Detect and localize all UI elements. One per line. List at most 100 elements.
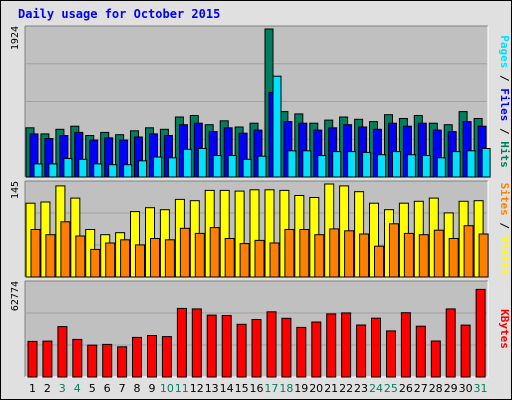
sites-bar [284, 229, 295, 278]
kbytes-bar [460, 324, 471, 378]
pages-bar [257, 155, 267, 178]
kbytes-bar [102, 343, 113, 378]
x-tick-label: 29 [444, 382, 458, 395]
sites-bar [150, 238, 160, 278]
kbytes-bar [117, 346, 128, 378]
sites-bar [254, 239, 265, 278]
pages-bar [481, 148, 491, 178]
sites-bar [344, 230, 355, 278]
kbytes-bar [296, 326, 307, 378]
kbytes-bar [430, 340, 441, 378]
sites-bar [314, 234, 325, 278]
x-tick-label: 2 [44, 382, 51, 395]
sites-bar [478, 233, 489, 278]
pages-bar [123, 164, 133, 178]
sites-bar [60, 221, 71, 278]
kbytes-bar [206, 314, 217, 378]
x-tick-label: 30 [459, 382, 473, 395]
hits-legend-part-1: / [498, 68, 511, 88]
kbytes-bar [445, 308, 456, 378]
x-tick-label: 16 [250, 382, 264, 395]
kbytes-bar [281, 317, 292, 378]
pages-bar [392, 151, 401, 178]
x-tick-label: 27 [414, 382, 428, 395]
sites-bar [448, 238, 459, 278]
pages-bar [108, 164, 118, 178]
kbytes-panel: 62774 KBytes [10, 280, 511, 378]
kbytes-bar [341, 312, 352, 378]
pages-bar [451, 151, 461, 178]
sites-bar [90, 248, 101, 278]
kbytes-ymax-label: 62774 [10, 281, 21, 311]
pages-bar [212, 155, 222, 178]
x-tick-label: 15 [235, 382, 249, 395]
x-tick-label: 11 [175, 382, 189, 395]
x-tick-label: 21 [324, 382, 338, 395]
x-tick-label: 13 [205, 382, 219, 395]
kbytes-bar [236, 323, 247, 378]
visits-side-legend: Sites / Visits [498, 183, 511, 276]
kbytes-bar [176, 307, 187, 378]
kbytes-bar [311, 321, 322, 378]
pages-bar [167, 157, 177, 178]
pages-bar [242, 158, 252, 178]
sites-bar [209, 227, 220, 278]
x-tick-label: 3 [59, 382, 66, 395]
x-tick-label: 20 [309, 382, 323, 395]
pages-bar [93, 163, 103, 178]
pages-bar [227, 155, 237, 178]
kbytes-bar [386, 330, 396, 378]
kbytes-bar [57, 326, 68, 378]
plot-layer: 1924 Pages / Files / Hits 14 5 Sites / Visit… [10, 25, 511, 395]
sites-bar [374, 245, 384, 278]
kbytes-bar [161, 336, 172, 378]
kbytes-bar [475, 288, 486, 378]
pages-bar [48, 163, 58, 178]
kbytes-bar [132, 336, 142, 378]
pages-bar [287, 150, 297, 178]
kbytes-bar [147, 335, 157, 378]
sites-bar [135, 244, 145, 278]
x-tick-label: 26 [399, 382, 413, 395]
kbytes-bar [42, 340, 53, 378]
x-tick-label: 18 [279, 382, 293, 395]
hits-ymax-label: 1924 [10, 26, 21, 50]
sites-bar [359, 233, 370, 278]
kbytes-bar [371, 317, 381, 378]
sites-bar [45, 234, 56, 278]
kbytes-bar [326, 313, 337, 378]
visits-legend-part-0: Sites [498, 183, 511, 216]
sites-bar [403, 232, 414, 278]
sites-bar [418, 234, 429, 278]
x-tick-label: 22 [339, 382, 353, 395]
sites-bar [433, 229, 444, 278]
sites-bar [463, 225, 474, 278]
sites-bar [329, 228, 340, 278]
hits-panel: 1924 Pages / Files / Hits [10, 25, 511, 178]
kbytes-bar [191, 308, 202, 378]
kbytes-side-legend: KBytes [498, 309, 511, 349]
sites-bar [224, 238, 235, 278]
pages-bar [182, 148, 192, 178]
sites-bar [75, 235, 86, 278]
x-tick-label: 5 [89, 382, 96, 395]
x-tick-label: 14 [220, 382, 234, 395]
kbytes-bar [27, 340, 38, 378]
pages-bar [272, 75, 282, 178]
x-tick-label: 1 [29, 382, 36, 395]
x-tick-label: 19 [294, 382, 308, 395]
sites-bar [269, 242, 280, 278]
visits-legend-part-2: Visits [498, 236, 511, 276]
x-tick-label: 28 [429, 382, 443, 395]
pages-bar [63, 158, 73, 178]
kbytes-bar [251, 319, 262, 378]
pages-bar [332, 151, 342, 178]
x-tick-label: 10 [160, 382, 174, 395]
pages-bar [406, 154, 416, 178]
kbytes-bar [87, 344, 98, 378]
pages-bar [33, 163, 43, 178]
pages-bar [347, 151, 357, 178]
kbytes-bar [400, 312, 411, 378]
sites-bar [179, 227, 190, 278]
hits-side-legend: Pages / Files / Hits [498, 35, 511, 168]
